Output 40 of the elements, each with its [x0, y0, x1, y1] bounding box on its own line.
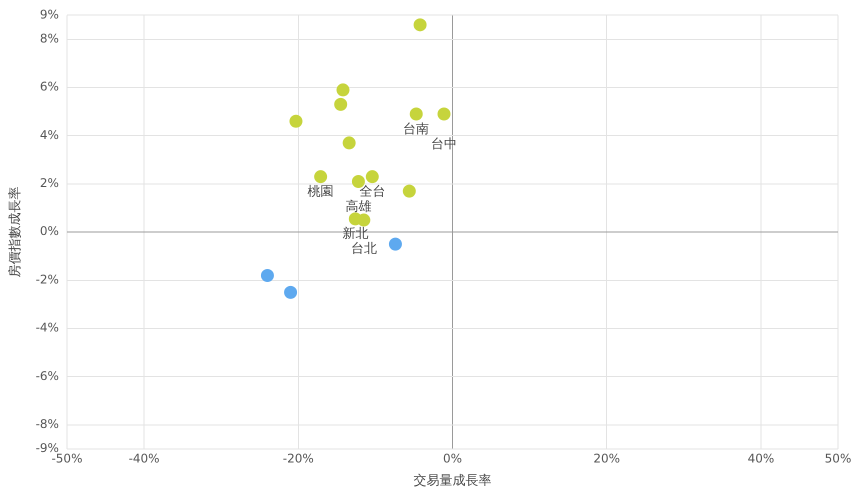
y-tick-label: -8% [36, 417, 59, 432]
annotation: 全台 [359, 184, 386, 200]
y-tick-label: -6% [36, 368, 59, 383]
point [438, 108, 450, 121]
x-tick-label: 50% [824, 451, 852, 466]
y-tick-label: 9% [40, 7, 59, 22]
point [334, 98, 348, 111]
x-tick-label: -50% [51, 451, 82, 466]
point [410, 108, 423, 121]
point [366, 170, 379, 184]
x-tick-label: -40% [128, 451, 160, 466]
annotation: 新北 [342, 226, 368, 242]
x-tick-label: 0% [442, 451, 462, 466]
y-tick-label: 0% [40, 224, 59, 238]
point [414, 18, 427, 32]
point [342, 136, 356, 150]
point [289, 114, 302, 128]
annotation: 桃園 [308, 184, 334, 200]
annotation: 台南 [403, 122, 430, 137]
y-axis-title: 房價指數成長率 [7, 186, 24, 278]
x-tick-label: 40% [748, 451, 774, 466]
annotation: 台北 [350, 242, 377, 257]
point [388, 238, 402, 251]
y-tick-label: -2% [36, 272, 59, 286]
point [260, 268, 274, 282]
point [402, 184, 416, 198]
point [284, 286, 298, 299]
y-tick-label: 2% [40, 176, 59, 190]
annotation: 台中 [431, 136, 457, 152]
y-tick-label: 8% [40, 31, 59, 46]
point [314, 170, 328, 184]
x-tick-label: -20% [282, 451, 314, 466]
x-tick-label: 20% [593, 451, 620, 466]
y-tick-label: 4% [40, 128, 59, 142]
point [336, 83, 350, 96]
y-tick-label: -4% [36, 320, 59, 335]
annotation: 高雄 [345, 198, 372, 215]
y-tick-label: 6% [40, 80, 59, 94]
x-axis-title: 交易量成長率 [413, 472, 492, 489]
point [357, 214, 370, 227]
